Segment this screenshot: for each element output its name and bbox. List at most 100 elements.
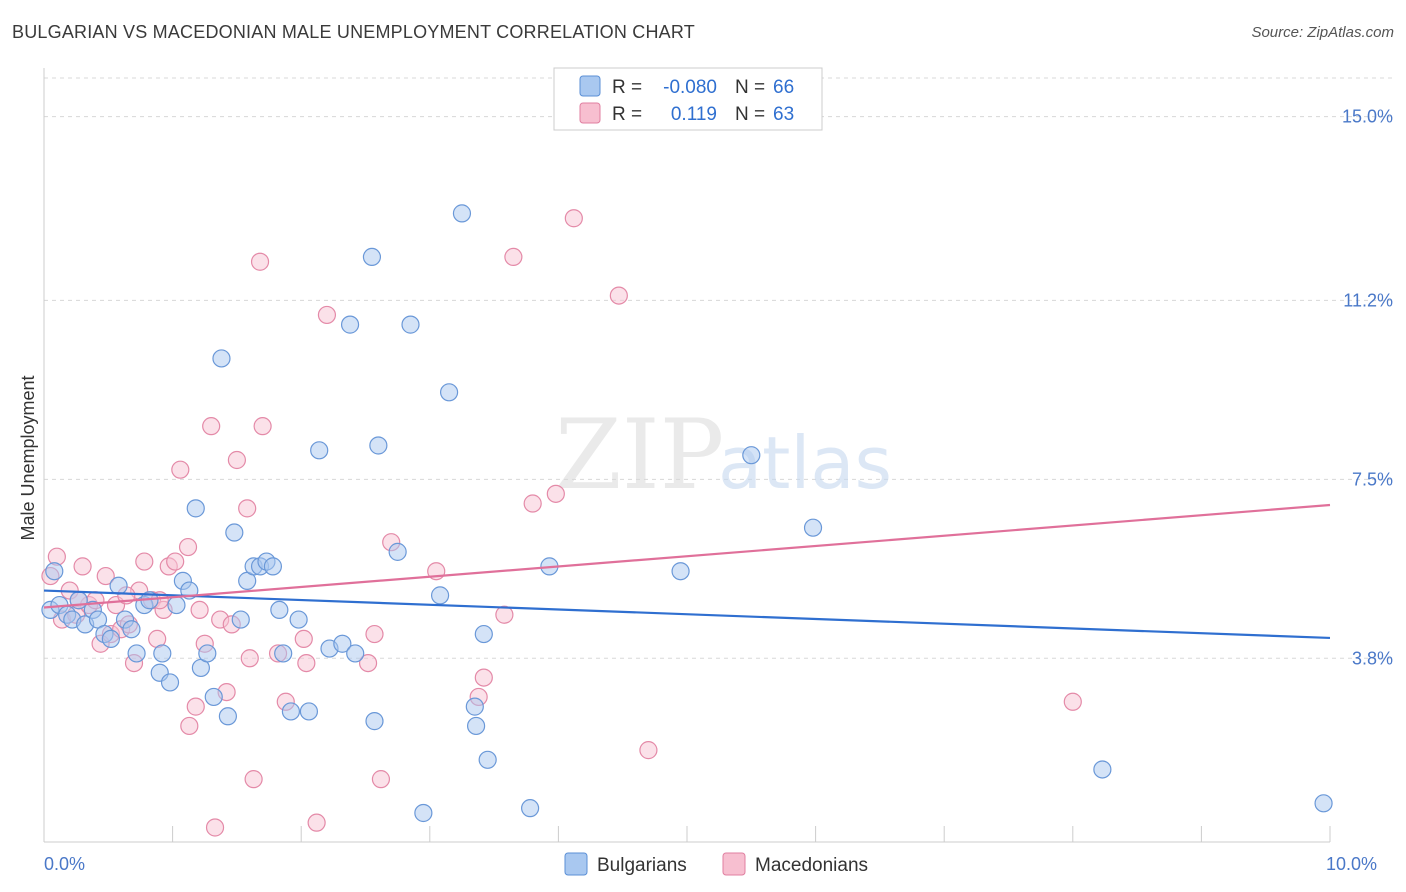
bulgarians-point-44 xyxy=(362,247,382,267)
bulgarians-point-65 xyxy=(45,562,64,581)
macedonians-point-59 xyxy=(1063,692,1082,711)
y-tick-label-0: 3.8% xyxy=(1352,648,1393,668)
bulgarians-trend-line xyxy=(43,589,1331,640)
bulgarians-point-61 xyxy=(1093,760,1112,779)
y-tick-labels: 3.8% 7.5% 11.2% 15.0% xyxy=(1342,107,1393,669)
watermark-zip: ZIP xyxy=(555,399,724,511)
legend-r-value-0: -0.080 xyxy=(663,77,717,98)
watermark-atlas: atlas xyxy=(718,421,892,505)
stats-legend: R = -0.080 N = 66 R = 0.119 N = 63 xyxy=(553,67,823,131)
macedonians-point-47 xyxy=(371,770,391,789)
bulgarians-point-63 xyxy=(340,315,360,334)
legend-r-label-0: R = xyxy=(612,77,642,98)
macedonians-point-22 xyxy=(171,460,190,479)
bulgarians-point-58 xyxy=(671,562,690,581)
macedonians-point-55 xyxy=(546,484,565,503)
bulgarians-point-13 xyxy=(127,644,146,663)
macedonians-point-5 xyxy=(73,557,92,576)
bottom-legend-label-macedonians[interactable]: Macedonians xyxy=(755,855,868,876)
macedonians-point-34 xyxy=(238,499,257,518)
bulgarians-point-25 xyxy=(204,687,223,707)
bulgarians-point-48 xyxy=(414,803,433,823)
y-tick-label-3: 15.0% xyxy=(1342,107,1393,127)
bulgarians-point-22 xyxy=(186,499,205,518)
legend-n-value-1: 63 xyxy=(773,104,794,125)
bulgarians-point-17 xyxy=(153,644,172,663)
macedonians-point-54 xyxy=(523,494,542,513)
bulgarians-point-59 xyxy=(742,446,761,465)
macedonians-point-24 xyxy=(180,716,199,736)
macedonians-point-21 xyxy=(166,552,185,571)
legend-r-value-1: 0.119 xyxy=(671,104,717,125)
bulgarians-point-56 xyxy=(521,799,540,818)
legend-n-value-0: 66 xyxy=(773,77,794,98)
y-tick-label-1: 7.5% xyxy=(1352,469,1393,489)
macedonians-point-37 xyxy=(250,252,270,271)
bulgarians-point-24 xyxy=(198,644,217,663)
bulgarians-point-37 xyxy=(281,702,301,721)
bulgarians-point-47 xyxy=(388,542,407,561)
macedonians-point-56 xyxy=(564,209,583,228)
legend-n-label-1: N = xyxy=(735,104,765,125)
bulgarians-point-52 xyxy=(465,697,484,716)
macedonians-point-38 xyxy=(253,417,272,436)
legend-swatch-macedonians xyxy=(579,102,601,124)
bulgarians-point-54 xyxy=(474,624,493,644)
bulgarians-point-45 xyxy=(365,712,384,731)
macedonians-point-44 xyxy=(317,305,337,325)
bottom-legend-swatch-macedonians[interactable] xyxy=(722,852,746,876)
bulgarians-point-53 xyxy=(466,716,486,736)
macedonians-point-36 xyxy=(244,770,263,789)
bulgarians-points xyxy=(41,204,1333,823)
bulgarians-point-43 xyxy=(346,644,365,663)
macedonians-point-23 xyxy=(178,537,198,557)
macedonians-point-9 xyxy=(96,566,115,586)
macedonians-point-41 xyxy=(294,629,313,649)
source-label: Source: ZipAtlas.com xyxy=(1251,24,1394,41)
bulgarians-point-50 xyxy=(439,383,459,402)
bulgarians-point-40 xyxy=(310,441,329,460)
macedonians-point-45 xyxy=(358,653,378,673)
y-axis-title: Male Unemployment xyxy=(18,375,38,540)
bottom-legend-swatch-bulgarians[interactable] xyxy=(564,852,588,876)
macedonians-point-51 xyxy=(474,668,493,687)
bulgarians-point-62 xyxy=(1314,794,1333,813)
bulgarians-point-35 xyxy=(270,600,289,619)
bulgarians-point-39 xyxy=(299,702,319,721)
bulgarians-point-46 xyxy=(369,436,388,455)
macedonians-point-26 xyxy=(190,600,209,619)
bulgarians-point-60 xyxy=(803,518,823,537)
chart-title: BULGARIAN VS MACEDONIAN MALE UNEMPLOYMEN… xyxy=(12,22,695,42)
watermark: ZIP atlas xyxy=(555,399,892,511)
macedonians-point-35 xyxy=(240,649,259,668)
bulgarians-point-42 xyxy=(333,634,352,653)
macedonians-trend-line xyxy=(43,503,1331,609)
macedonians-point-42 xyxy=(297,653,316,673)
bulgarians-point-51 xyxy=(452,204,472,223)
macedonians-point-52 xyxy=(495,605,514,624)
legend-r-label-1: R = xyxy=(612,104,642,125)
x-tick-labels: 0.0% 10.0% xyxy=(44,854,1377,874)
bulgarians-point-9 xyxy=(101,629,120,649)
bulgarians-point-10 xyxy=(109,576,128,595)
macedonians-point-16 xyxy=(135,552,154,571)
macedonians-point-29 xyxy=(205,818,225,837)
bulgarians-point-49 xyxy=(430,586,450,605)
bulgarians-point-18 xyxy=(160,673,180,692)
macedonians-point-53 xyxy=(504,247,523,267)
axes xyxy=(43,68,1331,843)
bulgarians-point-12 xyxy=(122,620,141,639)
legend-swatch-bulgarians xyxy=(579,75,601,97)
bulgarians-point-27 xyxy=(218,707,237,726)
trend-lines xyxy=(43,503,1331,640)
legend-n-label-0: N = xyxy=(735,77,765,98)
x-tick-label-min: 0.0% xyxy=(44,854,85,874)
macedonians-point-58 xyxy=(639,741,658,760)
bulgarians-point-36 xyxy=(274,644,293,663)
macedonians-point-33 xyxy=(227,450,246,470)
bottom-legend: Bulgarians Macedonians xyxy=(564,852,868,876)
bulgarians-point-19 xyxy=(167,595,186,615)
bottom-legend-label-bulgarians[interactable]: Bulgarians xyxy=(597,855,687,876)
bulgarians-point-26 xyxy=(212,349,231,368)
